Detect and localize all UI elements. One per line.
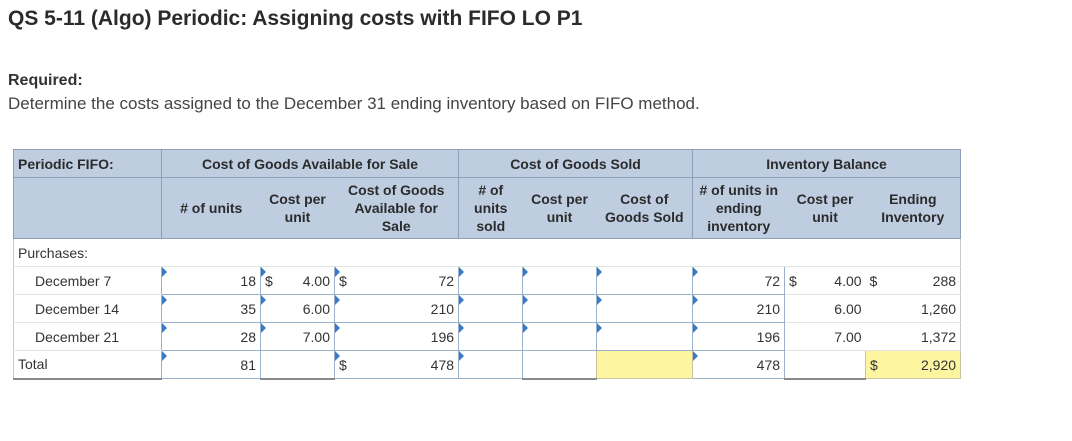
units-ending-input[interactable]: 72 bbox=[692, 266, 786, 295]
group-header-cogs-available: Cost of Goods Available for Sale bbox=[161, 149, 460, 178]
column-header-row: # of units Cost per unit Cost of Goods A… bbox=[13, 177, 962, 239]
sold-cost-per-unit-input[interactable] bbox=[522, 322, 598, 351]
group-header-inventory-balance: Inventory Balance bbox=[692, 149, 962, 178]
units-input[interactable]: 35 bbox=[161, 294, 261, 323]
required-label: Required: bbox=[8, 72, 83, 89]
table-row: December 14 35 6.00 210 210 6.00 1,260 bbox=[13, 294, 962, 323]
total-ending-inventory-value: $2,920 bbox=[865, 350, 962, 379]
units-sold-input[interactable] bbox=[458, 322, 524, 351]
col-header-sold-cost-per-unit: Cost per unit bbox=[522, 177, 597, 239]
cogs-available-input[interactable]: 196 bbox=[333, 322, 460, 351]
page-title: QS 5-11 (Algo) Periodic: Assigning costs… bbox=[8, 7, 583, 30]
sold-cost-per-unit-input[interactable] bbox=[522, 294, 598, 323]
units-sold-input[interactable] bbox=[458, 294, 524, 323]
units-input[interactable]: 28 bbox=[161, 322, 261, 351]
col-header-cost-goods-sold: Cost of Goods Sold bbox=[596, 177, 694, 239]
units-ending-input[interactable]: 210 bbox=[692, 294, 786, 323]
cogs-available-input[interactable]: $72 bbox=[333, 266, 460, 295]
units-input[interactable]: 18 bbox=[161, 266, 261, 295]
inv-cost-per-unit: 7.00 bbox=[784, 322, 866, 351]
group-header-row: Periodic FIFO: Cost of Goods Available f… bbox=[13, 149, 962, 178]
inv-cost-per-unit: 6.00 bbox=[784, 294, 866, 323]
corner-label: Periodic FIFO: bbox=[13, 149, 162, 178]
total-cogs-available-input[interactable]: $478 bbox=[333, 350, 460, 379]
purchases-label: Purchases: bbox=[13, 238, 162, 267]
table-row: December 7 18 $4.00 $72 72 $4.00 $288 bbox=[13, 266, 962, 295]
cost-goods-sold-input[interactable] bbox=[596, 266, 694, 295]
col-header-units: # of units bbox=[161, 177, 261, 239]
cost-goods-sold-input[interactable] bbox=[596, 294, 694, 323]
col-header-cost-per-unit: Cost per unit bbox=[260, 177, 335, 239]
total-cost-goods-sold-input[interactable] bbox=[596, 350, 694, 379]
units-ending-input[interactable]: 196 bbox=[692, 322, 786, 351]
required-text: Determine the costs assigned to the Dece… bbox=[8, 94, 700, 113]
total-label: Total bbox=[13, 350, 162, 380]
total-units-input[interactable]: 81 bbox=[161, 350, 261, 379]
cost-per-unit-input[interactable]: 7.00 bbox=[260, 322, 335, 351]
cogs-available-input[interactable]: 210 bbox=[333, 294, 460, 323]
cost-per-unit-input[interactable]: 6.00 bbox=[260, 294, 335, 323]
total-row: Total 81 $478 478 $2,920 bbox=[13, 350, 962, 380]
sold-cost-per-unit-input[interactable] bbox=[522, 266, 598, 295]
total-units-ending-input[interactable]: 478 bbox=[692, 350, 786, 379]
fifo-table: Periodic FIFO: Cost of Goods Available f… bbox=[13, 149, 962, 380]
inv-cost-per-unit: $4.00 bbox=[784, 266, 866, 295]
cost-goods-sold-input[interactable] bbox=[596, 322, 694, 351]
ending-inventory-value: 1,372 bbox=[865, 322, 962, 351]
table-row: December 21 28 7.00 196 196 7.00 1,372 bbox=[13, 322, 962, 351]
col-header-units-sold: # of units sold bbox=[458, 177, 523, 239]
row-label: December 14 bbox=[13, 294, 162, 323]
col-header-ending-inventory: Ending Inventory bbox=[865, 177, 962, 239]
col-header-inv-cost-per-unit: Cost per unit bbox=[784, 177, 866, 239]
ending-inventory-value: $288 bbox=[865, 266, 962, 295]
units-sold-input[interactable] bbox=[458, 266, 524, 295]
purchases-row: Purchases: bbox=[13, 238, 962, 267]
group-header-cogs-sold: Cost of Goods Sold bbox=[458, 149, 694, 178]
row-label: December 7 bbox=[13, 266, 162, 295]
cost-per-unit-input[interactable]: $4.00 bbox=[260, 266, 335, 295]
ending-inventory-value: 1,260 bbox=[865, 294, 962, 323]
col-header-units-ending: # of units in ending inventory bbox=[692, 177, 785, 239]
row-label: December 21 bbox=[13, 322, 162, 351]
corner-empty bbox=[13, 177, 162, 239]
col-header-cogs-available: Cost of Goods Available for Sale bbox=[334, 177, 460, 239]
total-units-sold-input[interactable] bbox=[458, 350, 524, 379]
